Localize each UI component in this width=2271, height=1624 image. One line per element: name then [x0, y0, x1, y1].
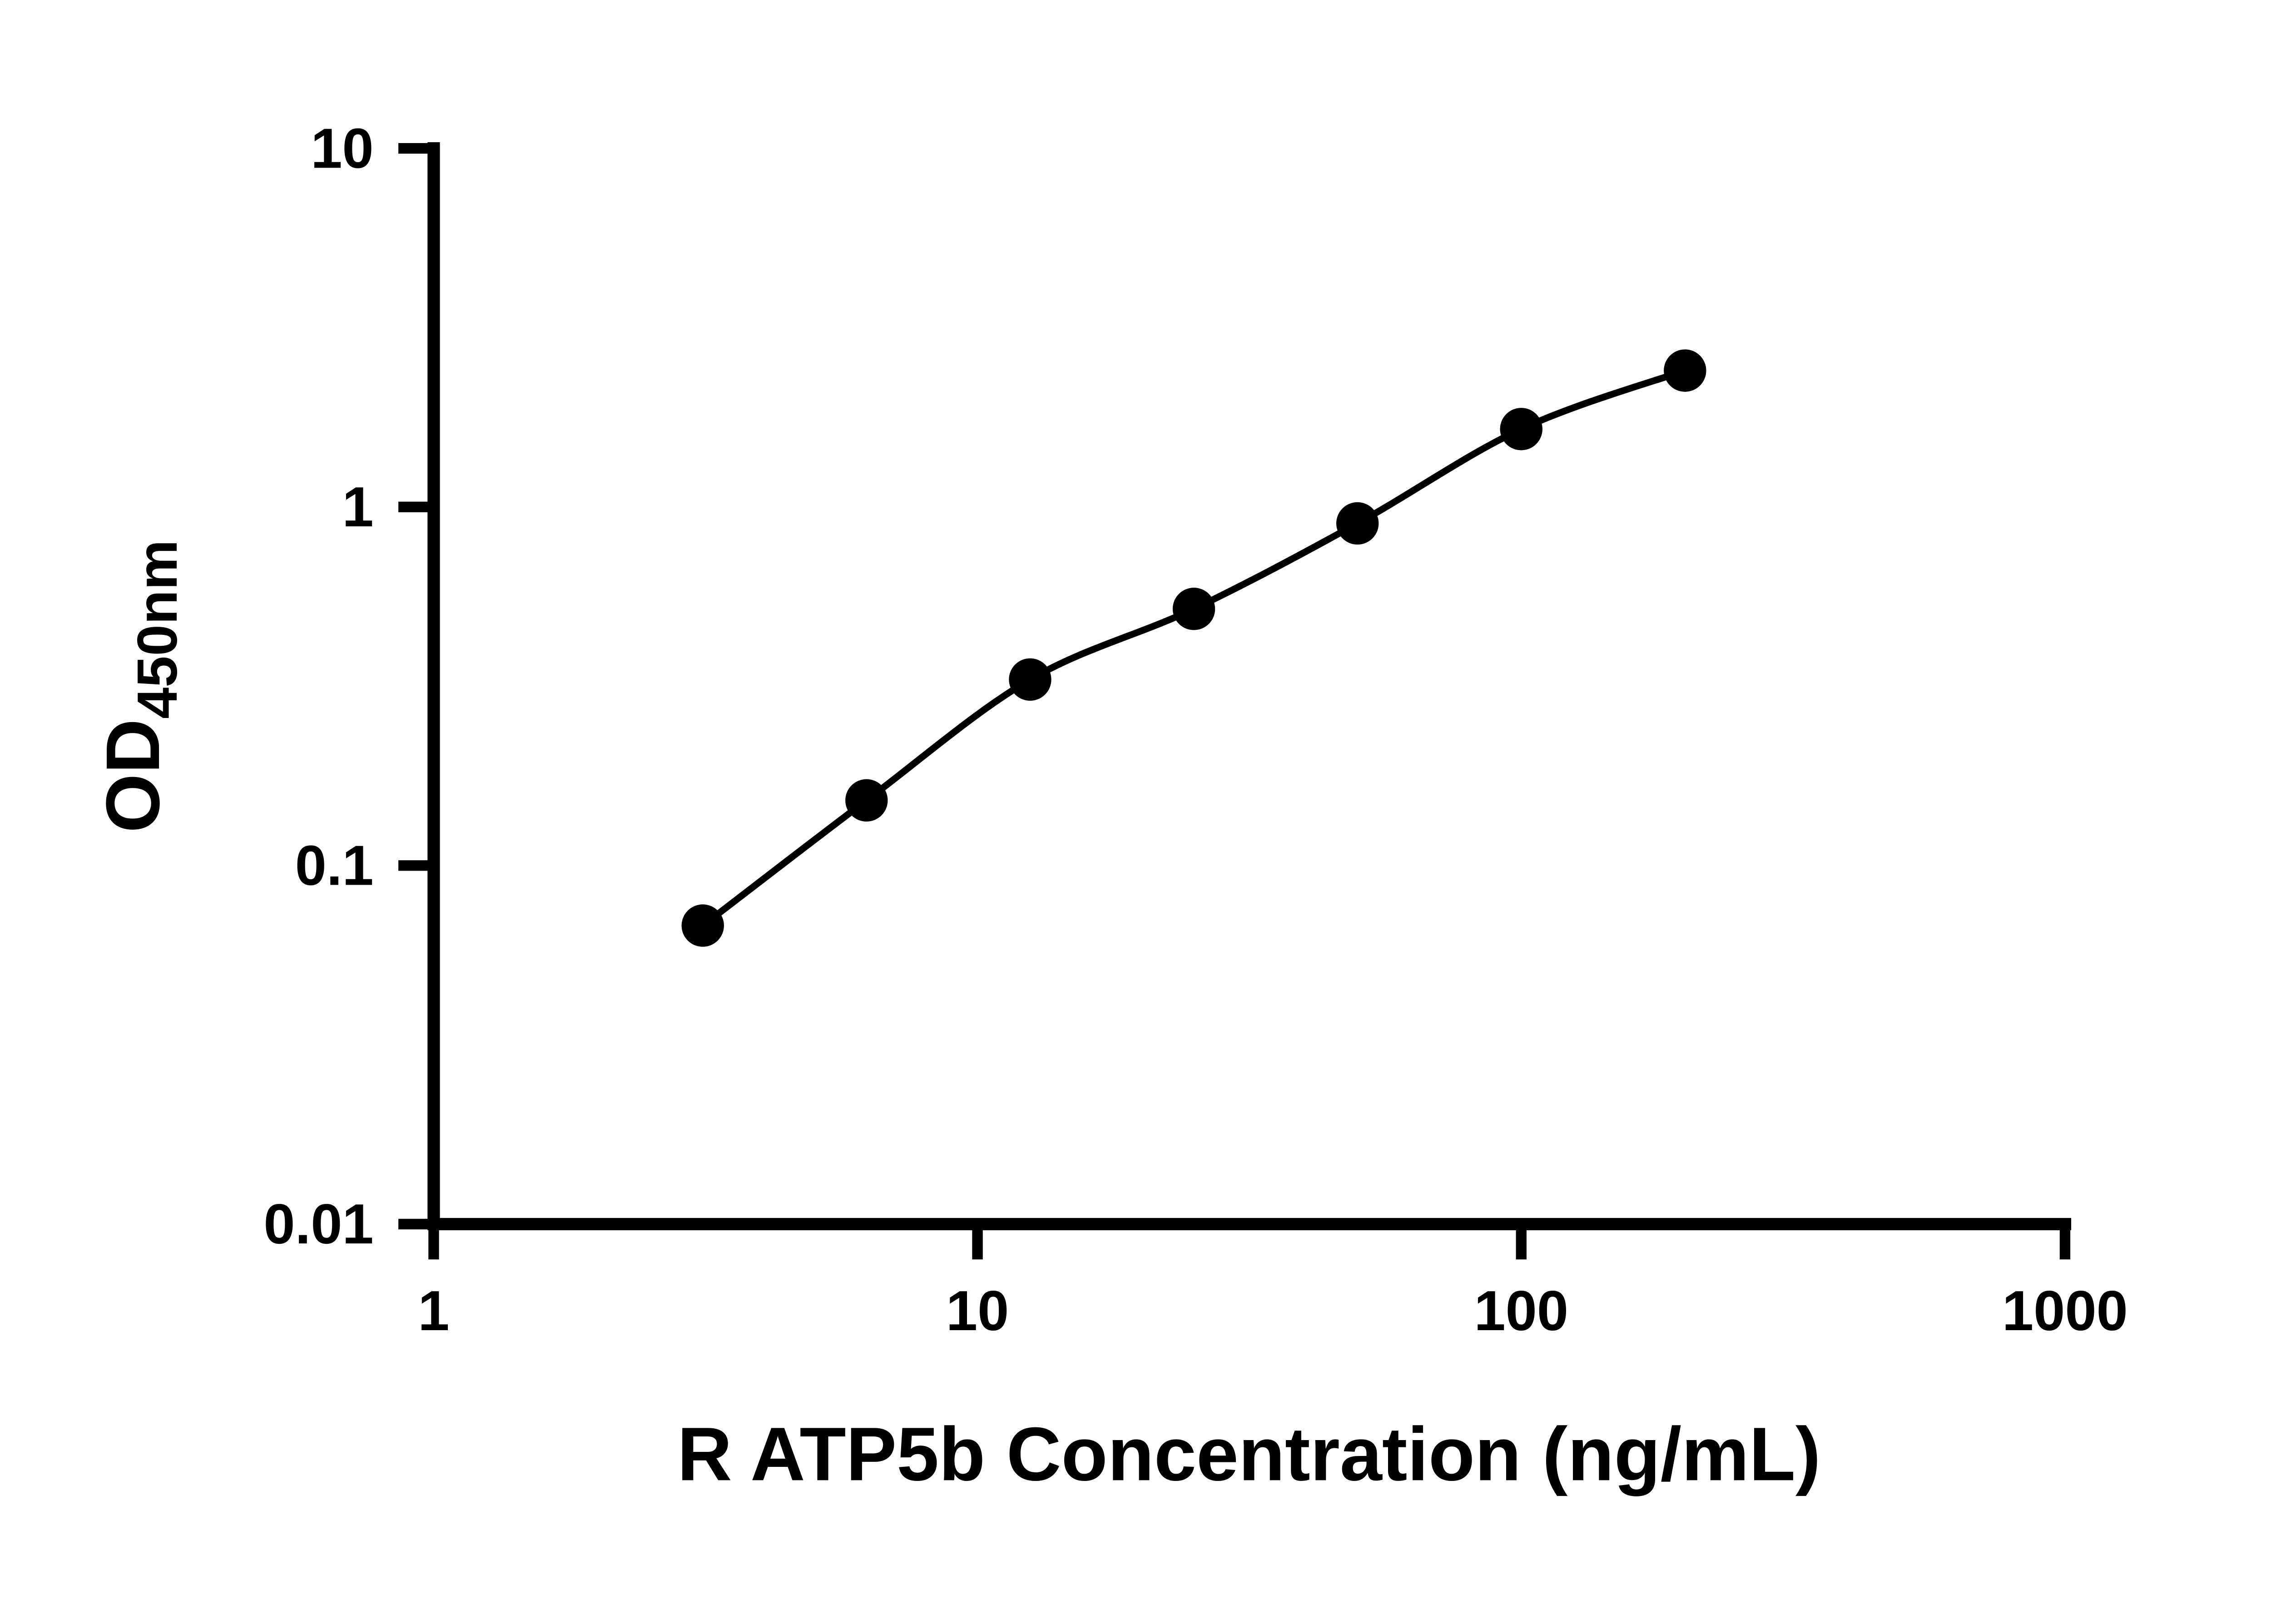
- y-tick-label: 10: [311, 117, 373, 180]
- data-point: [1009, 658, 1051, 701]
- axis-spine: [427, 142, 2072, 1231]
- x-tick-label: 100: [1474, 1279, 1568, 1342]
- axes-layer: 1 10 100 1000 0.01 0.1 1 10: [263, 117, 2128, 1342]
- data-point: [1336, 502, 1379, 545]
- x-axis-title: R ATP5b Concentration (ng/mL): [677, 1412, 1821, 1496]
- y-tick-label: 1: [342, 475, 373, 539]
- y-tick-label: 0.01: [263, 1193, 373, 1256]
- trend-line: [700, 367, 1686, 928]
- data-point: [1500, 408, 1542, 451]
- data-point: [1664, 349, 1706, 392]
- y-tick-label: 0.1: [295, 834, 374, 897]
- y-axis-title-main: OD: [91, 719, 175, 833]
- y-axis-title-subscript: 450nm: [126, 540, 189, 718]
- standard-curve-chart: 1 10 100 1000 0.01 0.1 1 10 R ATP5b Concentrati…: [91, 117, 2128, 1497]
- data-point: [1172, 588, 1215, 630]
- x-tick-label: 10: [946, 1279, 1009, 1342]
- plot-layer: [681, 349, 1706, 947]
- data-point: [681, 904, 724, 947]
- y-axis-title: OD450nm: [91, 540, 189, 832]
- data-point: [845, 779, 888, 822]
- x-tick-label: 1: [418, 1279, 449, 1342]
- x-tick-label: 1000: [2002, 1279, 2128, 1342]
- standard-curve-page: 1 10 100 1000 0.01 0.1 1 10 R ATP5b Concentrati…: [91, 117, 2128, 1497]
